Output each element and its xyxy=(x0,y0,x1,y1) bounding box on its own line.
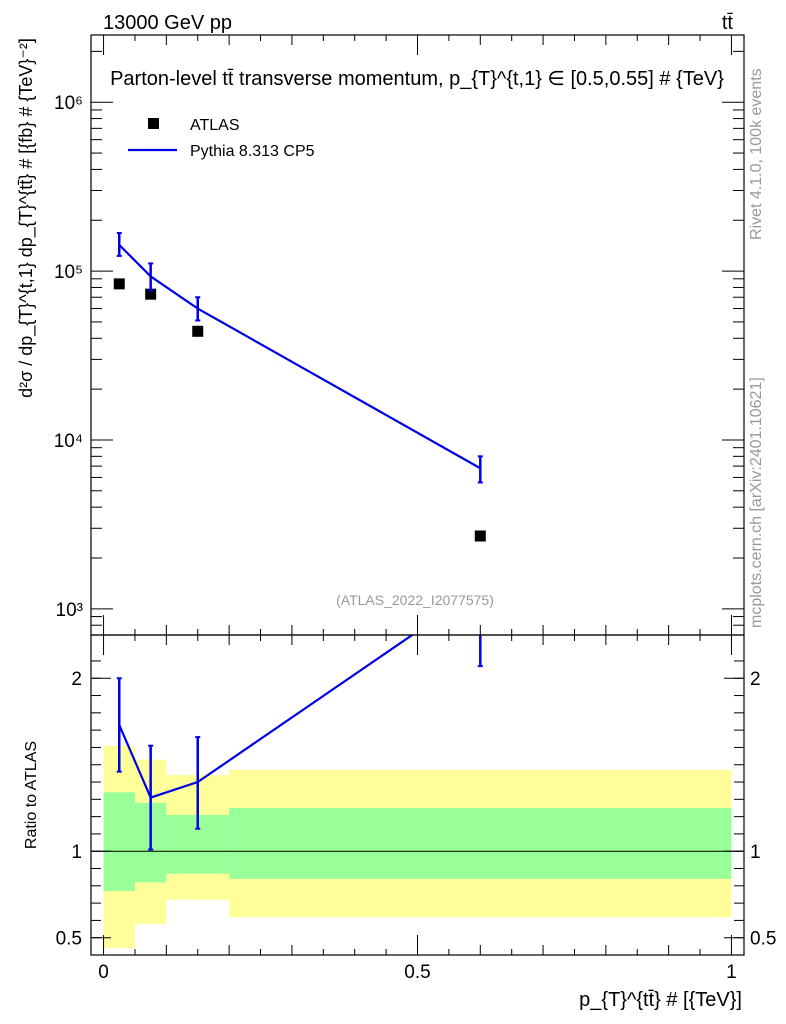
atlas-point xyxy=(192,325,204,337)
main-y-tick-label: 10⁴ xyxy=(54,431,83,452)
main-y-label: d²σ / dp_{T}^{t,1} dp_{T}^{tt̄} # [{fb} … xyxy=(16,38,37,398)
ratio-y-tick-label-right: 2 xyxy=(750,669,761,690)
header-left: 13000 GeV pp xyxy=(103,12,232,34)
x-tick-label: 1 xyxy=(726,962,737,983)
main-y-tick-label: 10⁵ xyxy=(54,262,83,283)
ratio-y-tick-label: 0.5 xyxy=(56,929,82,950)
x-tick-label: 0.5 xyxy=(404,962,430,983)
ratio-frame xyxy=(90,634,745,956)
legend-atlas-marker xyxy=(148,118,159,129)
main-y-tick-label: 10⁶ xyxy=(54,93,83,114)
header-right: tt̄ xyxy=(722,12,734,34)
ratio-y-tick-label-right: 0.5 xyxy=(750,929,776,950)
ratio-mc-line xyxy=(118,635,415,799)
legend-mc-label: Pythia 8.313 CP5 xyxy=(190,143,315,160)
x-tick-label: 0 xyxy=(98,962,109,983)
ratio-band-inner xyxy=(229,807,732,879)
atlas-point xyxy=(113,278,125,290)
legend-atlas-label: ATLAS xyxy=(190,117,240,134)
rivet-label: Rivet 4.1.0, 100k events xyxy=(748,68,765,240)
main-y-tick-label: 10³ xyxy=(56,600,83,621)
watermark: (ATLAS_2022_I2077575) xyxy=(336,592,494,608)
ratio-y-label: Ratio to ATLAS xyxy=(23,741,40,849)
mc-line xyxy=(118,244,481,470)
atlas-point xyxy=(145,288,157,300)
mcplots-label: mcplots.cern.ch [arXiv:2401.10621] xyxy=(748,377,765,628)
chart-title: Parton-level tt̄ transverse momentum, p_… xyxy=(110,68,724,90)
atlas-point xyxy=(474,530,486,542)
ratio-y-tick-label: 2 xyxy=(71,669,82,690)
ratio-y-tick-label: 1 xyxy=(71,842,82,863)
legend: ATLAS Pythia 8.313 CP5 xyxy=(128,117,315,160)
main-frame xyxy=(90,34,745,636)
ratio-band-inner xyxy=(103,792,135,891)
ratio-y-tick-label-right: 1 xyxy=(750,842,761,863)
x-axis-label: p_{T}^{tt̄} # [{TeV}] xyxy=(579,989,742,1011)
